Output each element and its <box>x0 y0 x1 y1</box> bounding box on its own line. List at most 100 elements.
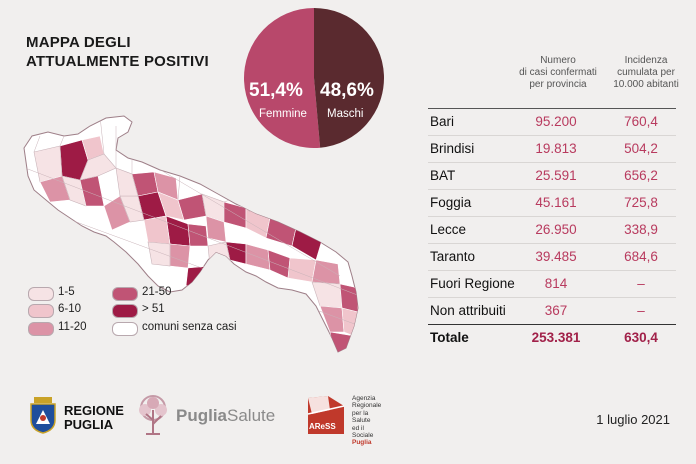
municipality-area <box>169 243 191 269</box>
municipality-area <box>147 241 171 267</box>
aress-text-line: Agenzia <box>352 395 376 402</box>
legend-label: 11-20 <box>58 321 87 333</box>
puglia-salute-text: PugliaSalute <box>176 406 275 426</box>
table-total-row: Totale 253.381 630,4 <box>428 324 676 351</box>
cases-value: 25.591 <box>535 168 577 183</box>
table-row: Non attribuiti 367 – <box>428 297 676 324</box>
title-line-1: MAPPA DEGLI <box>26 34 131 51</box>
puglia-salute-bold: Puglia <box>176 406 228 425</box>
legend-swatch <box>112 287 138 301</box>
province-name: Taranto <box>430 249 476 264</box>
aress-text-line: Puglia <box>352 439 372 447</box>
page-title: MAPPA DEGLI ATTUALMENTE POSITIVI <box>26 33 209 71</box>
incidence-value: – <box>637 303 645 318</box>
table-row: Bari 95.200 760,4 <box>428 108 676 135</box>
table-row: Brindisi 19.813 504,2 <box>428 135 676 162</box>
table-row: Foggia 45.161 725,8 <box>428 189 676 216</box>
legend-swatch <box>28 322 54 336</box>
municipality-area <box>225 241 247 265</box>
province-name: Lecce <box>430 222 467 237</box>
province-name: Bari <box>430 114 455 129</box>
cases-value: 367 <box>544 303 568 318</box>
puglia-map <box>23 115 359 353</box>
municipality-area <box>115 167 139 197</box>
incidence-value: 504,2 <box>624 141 658 156</box>
region-line-2: PUGLIA <box>64 417 114 432</box>
total-cases-value: 253.381 <box>531 330 581 345</box>
gender-pie-chart: 51,4% Femmine 48,6% Maschi <box>244 8 385 148</box>
cases-value: 26.950 <box>535 222 577 237</box>
cases-header-line: Numero <box>540 55 576 66</box>
legend-label: 21-50 <box>142 286 172 298</box>
province-table: Bari 95.200 760,4 Brindisi 19.813 504,2 BAT 2… <box>428 108 676 351</box>
total-label: Totale <box>430 330 469 345</box>
province-name: Fuori Regione <box>430 276 515 291</box>
puglia-salute-light: Salute <box>227 406 276 425</box>
table-row: Lecce 26.950 338,9 <box>428 216 676 243</box>
legend-label: comuni senza casi <box>142 321 237 333</box>
incidence-value: – <box>637 276 645 291</box>
incidence-value: 760,4 <box>624 114 658 129</box>
legend-label: 6-10 <box>58 303 82 315</box>
incidence-value: 725,8 <box>624 195 658 210</box>
province-name: Foggia <box>430 195 472 210</box>
puglia-salute-logo: PugliaSalute <box>134 394 275 441</box>
region-line-1: REGIONE <box>64 403 124 418</box>
regione-puglia-logo: REGIONE PUGLIA <box>28 396 124 439</box>
cases-value: 19.813 <box>535 141 577 156</box>
legend-label: > 51 <box>142 303 165 315</box>
incidence-header-line: cumulata per <box>617 67 675 78</box>
pie-slice-male <box>314 8 385 148</box>
municipality-area <box>339 283 358 313</box>
aress-mark-icon <box>307 396 345 434</box>
legend-swatch <box>112 304 138 318</box>
aress-description: Agenzia Regionale per la Salute ed il So… <box>352 395 381 447</box>
aress-logo: AReSS Agenzia Regionale per la Salute ed… <box>306 392 381 446</box>
cases-value: 814 <box>544 276 568 291</box>
incidence-column-header: Incidenza cumulata per 10.000 abitanti <box>604 55 688 91</box>
cases-value: 95.200 <box>535 114 577 129</box>
table-row: Fuori Regione 814 – <box>428 270 676 297</box>
cases-value: 45.161 <box>535 195 577 210</box>
municipality-area <box>143 215 171 245</box>
cases-column-header: Numero di casi confermati per provincia <box>496 55 620 91</box>
female-label: Femmine <box>259 108 307 120</box>
province-name: Non attribuiti <box>430 303 506 318</box>
legend-swatch <box>28 287 54 301</box>
legend-swatch <box>28 304 54 318</box>
female-percentage: 51,4% <box>249 80 303 101</box>
cases-header-line: per provincia <box>529 79 587 90</box>
male-percentage: 48,6% <box>320 80 374 101</box>
coat-of-arms-icon <box>30 397 56 434</box>
municipality-area <box>207 241 231 267</box>
incidence-value: 338,9 <box>624 222 658 237</box>
male-label: Maschi <box>327 108 364 120</box>
incidence-header-line: 10.000 abitanti <box>613 79 679 90</box>
total-incidence-value: 630,4 <box>624 330 658 345</box>
province-name: Brindisi <box>430 141 475 156</box>
cases-value: 39.485 <box>535 249 577 264</box>
pie-slice-female <box>244 8 321 148</box>
incidence-header-line: Incidenza <box>624 55 668 66</box>
province-name: BAT <box>430 168 456 183</box>
aress-text-line: per la Salute <box>352 409 371 425</box>
cases-header-line: di casi confermati <box>519 67 597 78</box>
aress-mark-text: AReSS <box>309 422 336 431</box>
municipality-area <box>341 307 358 337</box>
legend-swatch <box>112 322 138 336</box>
report-date: 1 luglio 2021 <box>596 412 670 427</box>
municipality-area <box>79 153 117 181</box>
regione-puglia-text: REGIONE PUGLIA <box>64 404 124 432</box>
table-row: BAT 25.591 656,2 <box>428 162 676 189</box>
incidence-value: 684,6 <box>624 249 658 264</box>
incidence-value: 656,2 <box>624 168 658 183</box>
tree-icon <box>139 395 167 435</box>
aress-text-line: Regionale <box>352 402 382 410</box>
legend-label: 1-5 <box>58 286 75 298</box>
title-line-2: ATTUALMENTE POSITIVI <box>26 53 209 70</box>
municipality-area <box>185 265 211 287</box>
municipality-area <box>187 223 209 247</box>
aress-text-line: ed il Sociale <box>352 424 374 440</box>
municipality-area <box>311 259 341 285</box>
pie-svg <box>244 8 385 148</box>
